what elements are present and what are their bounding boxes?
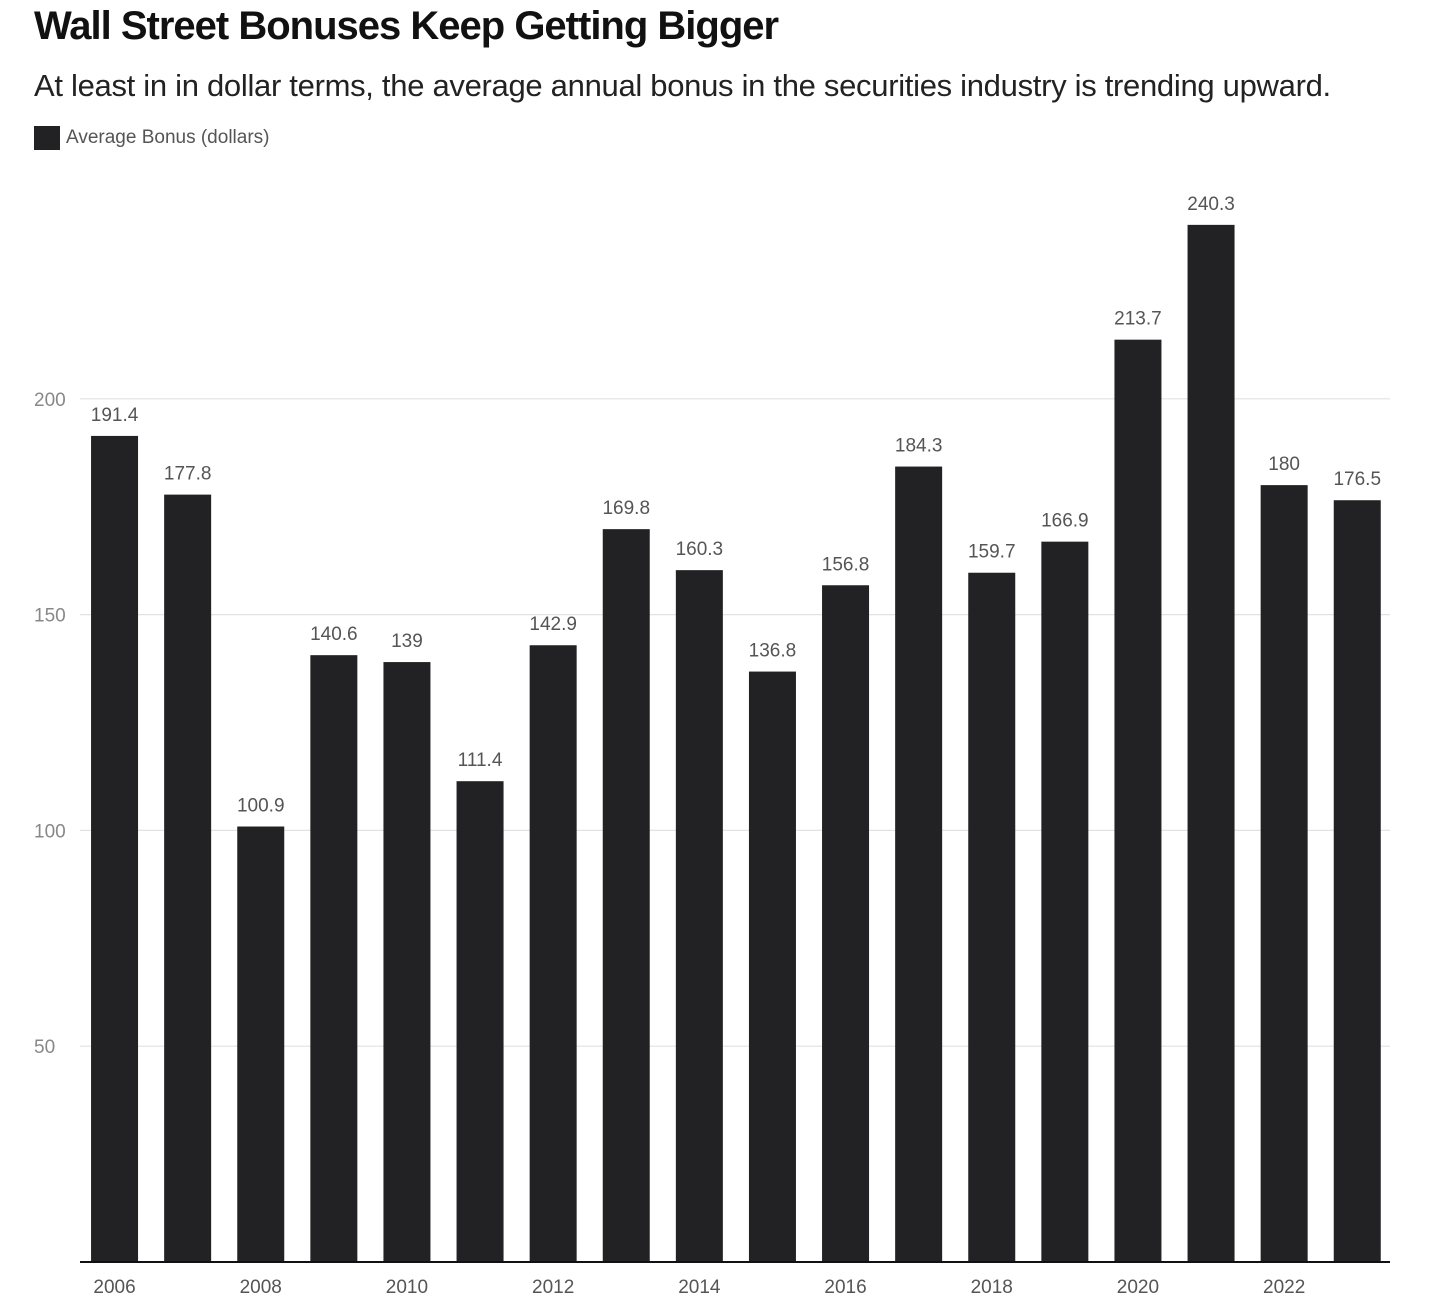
x-tick-label: 2014 <box>678 1277 721 1298</box>
bar-2020 <box>1114 339 1162 1263</box>
bar-2011 <box>456 781 504 1262</box>
bar-2006 <box>91 435 139 1262</box>
bar-2014 <box>675 570 723 1262</box>
x-tick-label: 2012 <box>532 1277 574 1298</box>
legend-swatch <box>34 126 60 150</box>
bar-2023 <box>1333 500 1381 1262</box>
bar-2015 <box>748 671 796 1262</box>
bar-2016 <box>822 585 870 1262</box>
y-tick-label: 50 <box>34 1037 55 1058</box>
x-tick-label: 2020 <box>1117 1277 1159 1298</box>
bar-2007 <box>164 494 212 1262</box>
y-tick-label: 200 <box>34 390 66 411</box>
data-label: 156.8 <box>822 554 870 575</box>
y-tick-label: 100 <box>34 821 66 842</box>
x-tick-label: 2006 <box>93 1277 135 1298</box>
bar-2010 <box>383 662 431 1262</box>
data-label: 100.9 <box>237 796 285 817</box>
y-tick-label: 150 <box>34 606 66 627</box>
bar-2022 <box>1260 485 1308 1262</box>
data-label: 176.5 <box>1333 469 1381 490</box>
data-label: 166.9 <box>1041 511 1089 532</box>
x-tick-label: 2016 <box>824 1277 866 1298</box>
x-tick-label: 2018 <box>971 1277 1013 1298</box>
data-label: 169.8 <box>602 498 650 519</box>
bar-2008 <box>237 826 285 1262</box>
bar-2009 <box>310 655 358 1262</box>
bar-2019 <box>1041 541 1089 1262</box>
chart-title: Wall Street Bonuses Keep Getting Bigger <box>34 4 779 48</box>
bar-2021 <box>1187 224 1235 1262</box>
data-label: 142.9 <box>529 614 577 635</box>
legend: Average Bonus (dollars) <box>34 126 269 150</box>
bar-2012 <box>529 645 577 1262</box>
data-label: 240.3 <box>1187 194 1235 215</box>
gridlines <box>80 398 1390 1047</box>
chart-subtitle: At least in in dollar terms, the average… <box>34 68 1331 103</box>
x-tick-label: 2008 <box>240 1277 282 1298</box>
data-label: 184.3 <box>895 436 943 457</box>
axes: 50 100 150 200 2006 2008 2010 2012 2014 2016 2018 2… <box>34 390 1390 1298</box>
data-label: 136.8 <box>749 641 797 662</box>
data-label: 180 <box>1268 454 1300 475</box>
bars <box>91 224 1381 1263</box>
data-label: 177.8 <box>164 464 212 485</box>
x-tick-label: 2022 <box>1263 1277 1305 1298</box>
data-label: 111.4 <box>458 750 503 771</box>
bar-2018 <box>968 572 1016 1262</box>
data-labels: 191.4 177.8 100.9 140.6 139 111.4 142.9 169.8 16… <box>91 194 1381 817</box>
data-label: 191.4 <box>91 405 139 426</box>
legend-label: Average Bonus (dollars) <box>66 127 270 148</box>
data-label: 160.3 <box>676 539 724 560</box>
data-label: 159.7 <box>968 542 1016 563</box>
bar-2013 <box>602 529 650 1262</box>
data-label: 140.6 <box>310 624 358 645</box>
bar-2017 <box>895 466 943 1263</box>
x-tick-label: 2010 <box>386 1277 428 1298</box>
data-label: 213.7 <box>1114 309 1162 330</box>
data-label: 139 <box>391 631 423 652</box>
